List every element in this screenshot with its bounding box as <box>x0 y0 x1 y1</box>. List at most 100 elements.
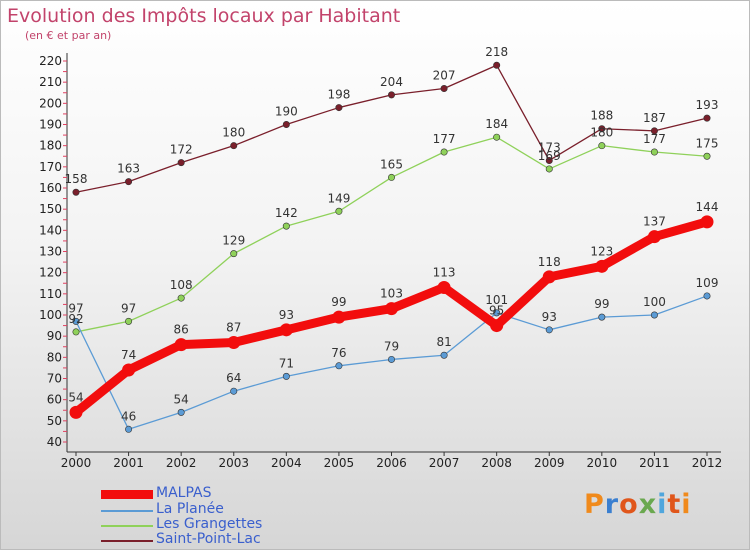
x-tick-label: 2012 <box>692 456 723 470</box>
y-tick-label: 110 <box>39 287 62 301</box>
data-point <box>650 148 658 156</box>
data-point <box>700 215 714 229</box>
data-point <box>282 372 290 380</box>
data-label: 101 <box>485 293 508 307</box>
data-label: 142 <box>275 206 298 220</box>
data-point <box>72 328 80 336</box>
data-label: 97 <box>68 301 83 315</box>
y-tick-label: 60 <box>47 393 62 407</box>
data-point <box>282 121 290 129</box>
legend-swatch-les-grangettes <box>101 525 153 527</box>
data-point <box>595 259 609 273</box>
data-label: 79 <box>384 339 399 353</box>
data-label: 187 <box>643 111 666 125</box>
data-point <box>174 338 188 352</box>
legend-swatch-la-planee <box>101 510 153 512</box>
x-tick-label: 2004 <box>271 456 302 470</box>
y-tick-label: 50 <box>47 414 62 428</box>
logo-letter: i <box>681 489 692 520</box>
data-point <box>230 387 238 395</box>
data-label: 99 <box>594 297 609 311</box>
data-point <box>440 148 448 156</box>
legend-label-saint-point-lac: Saint-Point-Lac <box>156 531 261 547</box>
y-tick-label: 200 <box>39 96 62 110</box>
chart-title: Evolution des Impôts locaux par Habitant <box>7 5 401 27</box>
data-label: 175 <box>696 136 719 150</box>
data-point <box>598 125 606 133</box>
data-label: 129 <box>222 234 245 248</box>
y-tick-label: 220 <box>39 54 62 68</box>
proxiti-logo: Proxiti <box>584 489 692 520</box>
data-point <box>542 270 556 284</box>
data-label: 169 <box>538 149 561 163</box>
data-label: 123 <box>590 244 613 258</box>
data-label: 86 <box>174 323 189 337</box>
data-label: 218 <box>485 45 508 59</box>
data-point <box>440 85 448 93</box>
data-label: 144 <box>696 200 719 214</box>
data-point <box>545 165 553 173</box>
logo-letter: P <box>584 489 605 520</box>
data-point <box>227 336 241 350</box>
data-point <box>177 159 185 167</box>
data-label: 46 <box>121 409 136 423</box>
data-point <box>72 188 80 196</box>
data-label: 198 <box>327 88 350 102</box>
data-label: 95 <box>489 304 504 318</box>
data-point <box>650 127 658 135</box>
data-point <box>279 323 293 337</box>
data-label: 93 <box>542 310 557 324</box>
data-point <box>335 104 343 112</box>
data-point <box>335 207 343 215</box>
x-tick-label: 2009 <box>534 456 565 470</box>
data-point <box>650 311 658 319</box>
data-label: 54 <box>68 390 83 404</box>
data-point <box>703 292 711 300</box>
x-tick-label: 2010 <box>587 456 618 470</box>
data-point <box>647 230 661 244</box>
data-label: 99 <box>331 295 346 309</box>
data-label: 74 <box>121 348 136 362</box>
data-point <box>385 302 398 316</box>
data-point <box>703 152 711 160</box>
data-point <box>545 326 553 334</box>
y-tick-label: 160 <box>39 181 62 195</box>
y-tick-label: 100 <box>39 308 62 322</box>
data-label: 100 <box>643 295 666 309</box>
data-label: 165 <box>380 157 403 171</box>
data-point <box>230 250 238 258</box>
data-label: 173 <box>538 140 561 154</box>
data-point <box>493 61 501 69</box>
y-tick-label: 80 <box>47 350 62 364</box>
y-tick-label: 210 <box>39 75 62 89</box>
logo-letter: t <box>667 489 682 520</box>
data-point <box>703 114 711 122</box>
data-point <box>387 91 395 99</box>
logo-letter: o <box>619 489 639 520</box>
data-label: 177 <box>433 132 456 146</box>
data-label: 113 <box>433 265 456 279</box>
data-point <box>125 425 133 433</box>
y-tick-label: 40 <box>47 435 62 449</box>
data-label: 149 <box>327 191 350 205</box>
data-label: 184 <box>485 117 508 131</box>
data-label: 193 <box>696 98 719 112</box>
data-label: 207 <box>433 69 456 83</box>
x-tick-label: 2005 <box>324 456 355 470</box>
data-point <box>332 310 346 324</box>
data-point <box>177 408 185 416</box>
data-label: 158 <box>65 172 88 186</box>
y-tick-label: 120 <box>39 266 62 280</box>
y-tick-label: 150 <box>39 202 62 216</box>
data-label: 81 <box>436 335 451 349</box>
data-point <box>598 313 606 321</box>
data-label: 76 <box>331 346 346 360</box>
data-point <box>490 319 504 333</box>
data-point <box>598 142 606 150</box>
data-point <box>440 351 448 359</box>
x-tick-label: 2002 <box>166 456 197 470</box>
data-point <box>125 178 133 186</box>
data-label: 87 <box>226 321 241 335</box>
